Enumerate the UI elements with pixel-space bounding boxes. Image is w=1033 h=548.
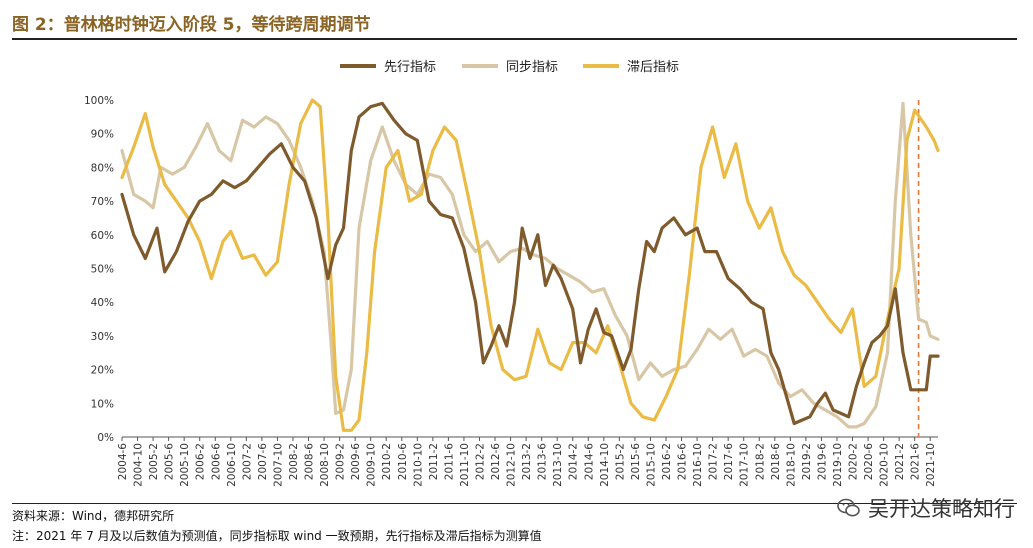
x-tick-label: 2009-10 bbox=[366, 443, 378, 487]
x-tick-label: 2017-2 bbox=[708, 443, 720, 480]
top-rule bbox=[12, 38, 1017, 40]
series-line bbox=[120, 101, 940, 429]
y-tick-label: 70% bbox=[91, 196, 114, 208]
y-tick-label: 30% bbox=[91, 331, 114, 343]
x-tick-label: 2013-6 bbox=[537, 443, 549, 481]
x-tick-label: 2020-10 bbox=[879, 443, 891, 487]
x-tick-label: 2012-2 bbox=[474, 443, 486, 480]
x-tick-label: 2020-6 bbox=[863, 443, 875, 481]
footnote: 注：2021 年 7 月及以后数值为预测值，同步指标取 wind 一致预期，先行… bbox=[12, 529, 542, 543]
x-tick-label: 2019-6 bbox=[816, 443, 828, 481]
x-tick-label: 2006-6 bbox=[210, 443, 222, 481]
source-note: 资料来源：Wind，德邦研究所 bbox=[12, 509, 175, 523]
x-tick-label: 2007-10 bbox=[272, 443, 284, 487]
x-tick-label: 2014-6 bbox=[583, 443, 595, 481]
x-tick-label: 2015-6 bbox=[630, 443, 642, 481]
x-tick-label: 2011-10 bbox=[459, 443, 471, 487]
x-tick-label: 2005-2 bbox=[148, 443, 160, 480]
x-tick-label: 2004-10 bbox=[133, 443, 145, 487]
x-tick-label: 2019-10 bbox=[832, 443, 844, 487]
x-tick-label: 2006-2 bbox=[195, 443, 207, 480]
x-tick-label: 2008-10 bbox=[319, 443, 331, 487]
x-tick-label: 2008-2 bbox=[288, 443, 300, 480]
y-tick-label: 20% bbox=[91, 365, 114, 377]
x-tick-label: 2010-2 bbox=[381, 443, 393, 480]
x-tick-label: 2017-6 bbox=[723, 443, 735, 481]
x-tick-label: 2018-10 bbox=[785, 443, 797, 487]
x-tick-label: 2020-2 bbox=[848, 443, 860, 480]
x-tick-label: 2021-10 bbox=[925, 443, 937, 487]
x-tick-label: 2021-6 bbox=[910, 443, 922, 481]
x-tick-label: 2013-2 bbox=[521, 443, 533, 480]
legend-label: 先行指标 bbox=[384, 60, 436, 75]
watermark-text: 吴开达策略知行 bbox=[868, 497, 1015, 521]
y-tick-label: 80% bbox=[91, 162, 114, 174]
x-tick-label: 2010-10 bbox=[412, 443, 424, 487]
legend-label: 同步指标 bbox=[506, 60, 558, 75]
x-tick-label: 2012-10 bbox=[506, 443, 518, 487]
x-tick-label: 2016-6 bbox=[677, 443, 689, 481]
legend-label: 滞后指标 bbox=[627, 60, 679, 75]
x-tick-label: 2006-10 bbox=[226, 443, 238, 487]
x-tick-label: 2019-2 bbox=[801, 443, 813, 480]
wechat-icon bbox=[837, 498, 860, 517]
x-tick-label: 2007-6 bbox=[257, 443, 269, 481]
bottom-rule bbox=[12, 503, 1017, 504]
series-line bbox=[120, 101, 940, 426]
x-tick-label: 2018-6 bbox=[770, 443, 782, 481]
x-tick-label: 2007-2 bbox=[241, 443, 253, 480]
x-tick-label: 2015-10 bbox=[645, 443, 657, 487]
x-tick-label: 2004-6 bbox=[117, 443, 129, 481]
x-tick-label: 2014-2 bbox=[568, 443, 580, 480]
x-tick-label: 2010-6 bbox=[397, 443, 409, 481]
x-tick-label: 2009-2 bbox=[335, 443, 347, 480]
x-tick-label: 2009-6 bbox=[350, 443, 362, 481]
y-tick-label: 90% bbox=[91, 129, 114, 141]
x-tick-label: 2005-10 bbox=[179, 443, 191, 487]
x-tick-label: 2011-2 bbox=[428, 443, 440, 480]
x-tick-label: 2021-2 bbox=[894, 443, 906, 480]
y-tick-label: 100% bbox=[84, 95, 114, 107]
y-tick-label: 50% bbox=[91, 264, 114, 276]
x-tick-label: 2014-10 bbox=[599, 443, 611, 487]
y-tick-label: 60% bbox=[91, 230, 114, 242]
x-tick-label: 2015-2 bbox=[614, 443, 626, 480]
x-tick-label: 2017-10 bbox=[739, 443, 751, 487]
x-tick-label: 2016-2 bbox=[661, 443, 673, 480]
x-tick-label: 2011-6 bbox=[443, 443, 455, 481]
x-tick-label: 2013-10 bbox=[552, 443, 564, 487]
x-tick-label: 2018-2 bbox=[754, 443, 766, 480]
x-tick-label: 2016-10 bbox=[692, 443, 704, 487]
x-tick-label: 2005-6 bbox=[164, 443, 176, 481]
y-tick-label: 40% bbox=[91, 297, 114, 309]
x-tick-label: 2012-6 bbox=[490, 443, 502, 481]
chart-title: 图 2：普林格时钟迈入阶段 5，等待跨周期调节 bbox=[12, 15, 371, 35]
y-tick-label: 0% bbox=[97, 432, 114, 444]
series-line bbox=[120, 98, 940, 432]
watermark: 吴开达策略知行 bbox=[836, 493, 1015, 523]
x-tick-label: 2008-6 bbox=[304, 443, 316, 481]
y-tick-label: 10% bbox=[91, 398, 114, 410]
